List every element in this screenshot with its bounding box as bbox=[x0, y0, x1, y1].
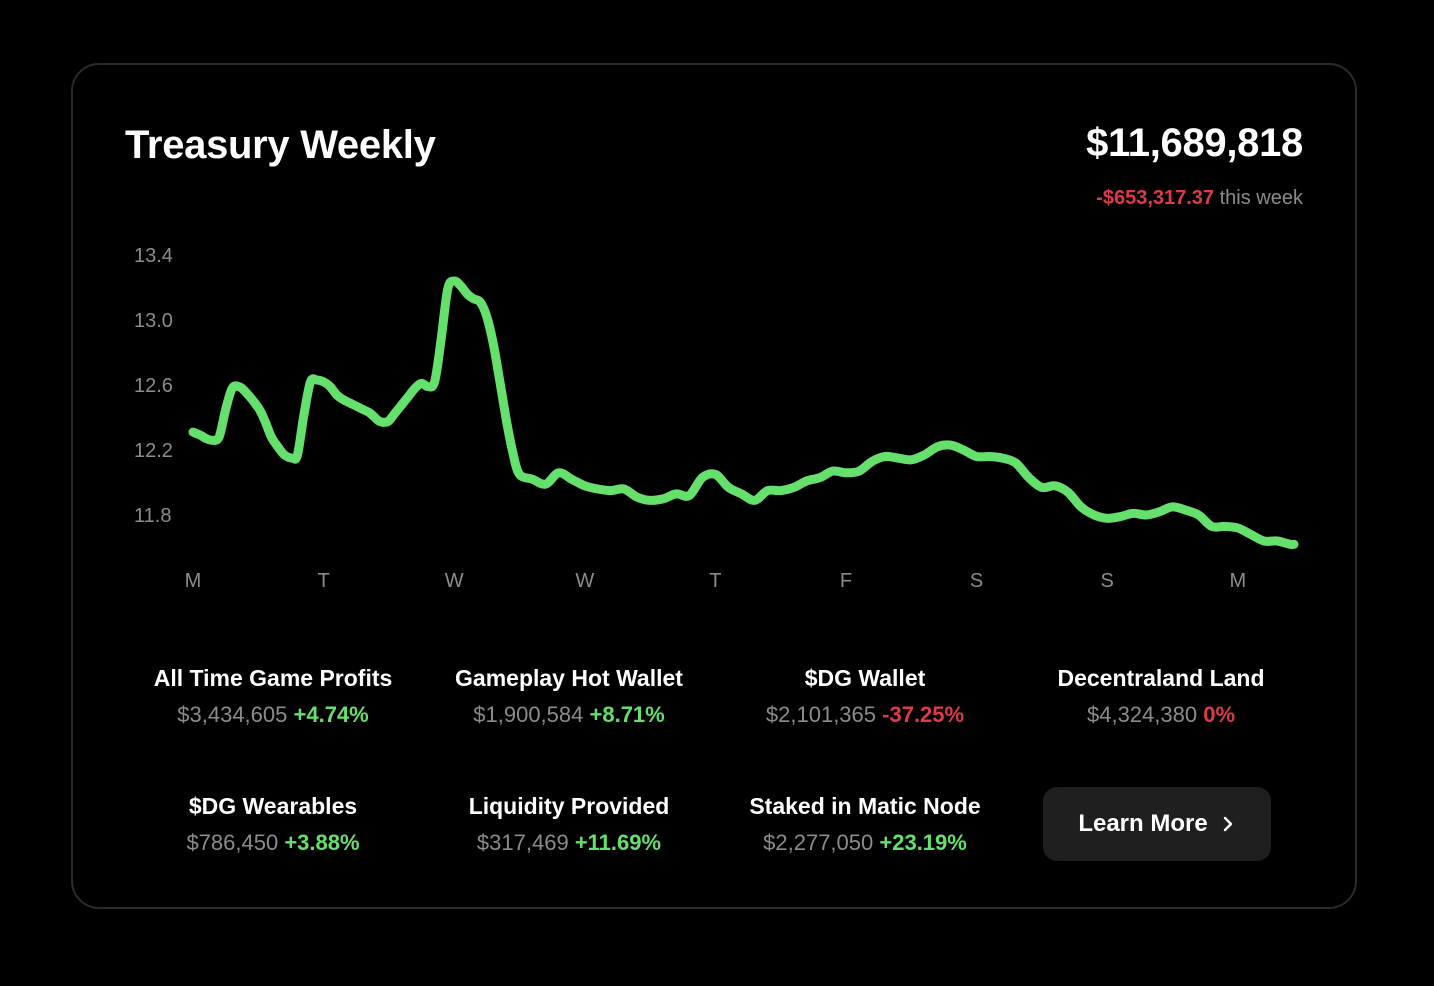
stat-values: $3,434,605 +4.74% bbox=[125, 702, 421, 728]
stat-label: $DG Wallet bbox=[804, 665, 926, 691]
stat-item: Staked in Matic Node $2,277,050 +23.19% bbox=[717, 793, 1013, 856]
stat-label: Gameplay Hot Wallet bbox=[455, 665, 683, 691]
y-tick-label: 11.8 bbox=[134, 505, 171, 527]
x-tick-label: F bbox=[840, 570, 852, 592]
stat-value: $2,277,050 bbox=[763, 830, 874, 855]
stat-item: Decentraland Land $4,324,380 0% bbox=[1013, 665, 1309, 728]
stat-label: $DG Wearables bbox=[188, 793, 358, 819]
stat-values: $1,900,584 +8.71% bbox=[421, 702, 717, 728]
stat-change: +23.19% bbox=[879, 830, 967, 855]
x-tick-label: W bbox=[575, 570, 594, 592]
x-tick-label: M bbox=[1229, 570, 1246, 592]
stat-change: +4.74% bbox=[293, 702, 369, 727]
stat-change: 0% bbox=[1203, 702, 1236, 727]
x-tick-label: W bbox=[445, 570, 464, 592]
x-tick-label: M bbox=[185, 570, 202, 592]
stat-item: All Time Game Profits $3,434,605 +4.74% bbox=[125, 665, 421, 728]
stat-values: $786,450 +3.88% bbox=[125, 830, 421, 856]
weekly-change: -$653,317.37 this week bbox=[1096, 187, 1303, 210]
treasury-card: Treasury Weekly $11,689,818 -$653,317.37… bbox=[71, 63, 1357, 909]
y-tick-label: 12.2 bbox=[134, 440, 173, 462]
y-tick-label: 12.6 bbox=[134, 375, 173, 397]
stat-value: $4,324,380 bbox=[1086, 702, 1198, 727]
stat-value: $2,101,365 bbox=[765, 702, 877, 727]
stat-label: Decentraland Land bbox=[1057, 665, 1265, 691]
stat-change: +11.69% bbox=[574, 830, 662, 855]
x-tick-label: S bbox=[970, 570, 983, 592]
x-tick-label: T bbox=[317, 570, 329, 592]
learn-more-button[interactable]: Learn More bbox=[1043, 787, 1271, 861]
stat-value: $317,469 bbox=[476, 830, 569, 855]
stat-values: $2,101,365 -37.25% bbox=[717, 702, 1013, 728]
y-axis-ticks: 13.4 13.0 12.6 12.2 11.8 bbox=[134, 245, 173, 527]
weekly-change-suffix: this week bbox=[1219, 187, 1303, 209]
stat-change: +8.71% bbox=[589, 702, 665, 727]
weekly-change-amount: -$653,317.37 bbox=[1096, 187, 1215, 209]
stat-values: $4,324,380 0% bbox=[1013, 702, 1309, 728]
y-tick-label: 13.4 bbox=[134, 245, 173, 267]
x-tick-label: S bbox=[1101, 570, 1114, 592]
stat-change: -37.25% bbox=[882, 702, 965, 727]
stat-item: $DG Wallet $2,101,365 -37.25% bbox=[717, 665, 1013, 728]
page-title: Treasury Weekly bbox=[125, 123, 436, 167]
treasury-line bbox=[188, 276, 1299, 550]
x-tick-label: T bbox=[709, 570, 721, 592]
chevron-right-icon bbox=[1223, 816, 1232, 832]
treasury-total: $11,689,818 bbox=[1086, 121, 1303, 165]
stat-label: Staked in Matic Node bbox=[749, 793, 981, 819]
stat-label: Liquidity Provided bbox=[468, 793, 670, 819]
stat-value: $1,900,584 bbox=[473, 702, 584, 727]
stat-label: All Time Game Profits bbox=[153, 665, 393, 691]
stat-values: $2,277,050 +23.19% bbox=[717, 830, 1013, 856]
treasury-chart: 13.4 13.0 12.6 12.2 11.8 M T W W T F S S M bbox=[134, 245, 1299, 592]
stat-item: Gameplay Hot Wallet $1,900,584 +8.71% bbox=[421, 665, 717, 728]
stat-value: $786,450 bbox=[186, 830, 279, 855]
stat-change: +3.88% bbox=[284, 830, 360, 855]
stat-item: Liquidity Provided $317,469 +11.69% bbox=[421, 793, 717, 856]
stat-values: $317,469 +11.69% bbox=[421, 830, 717, 856]
stat-value: $3,434,605 bbox=[177, 702, 288, 727]
learn-more-label: Learn More bbox=[1078, 810, 1208, 837]
y-tick-label: 13.0 bbox=[134, 310, 173, 332]
stat-item: $DG Wearables $786,450 +3.88% bbox=[125, 793, 421, 856]
